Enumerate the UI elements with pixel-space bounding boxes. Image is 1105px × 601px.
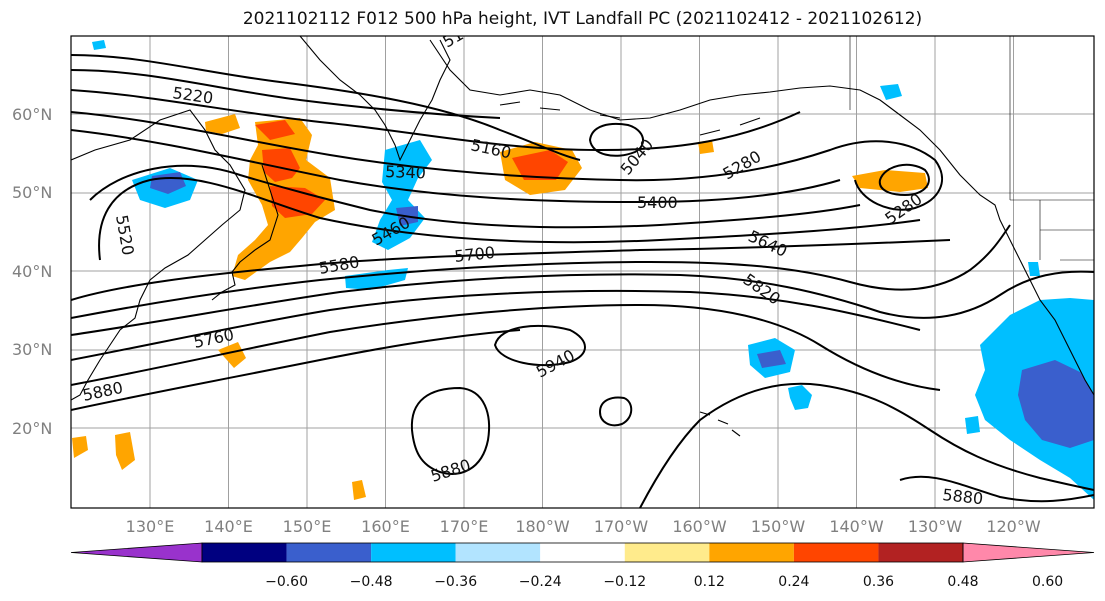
positive-ivt-region-small-3: [698, 140, 714, 154]
contour-5220: [71, 69, 501, 119]
graticule: [71, 36, 1094, 508]
longitude-label: 150°E: [283, 517, 332, 536]
latitude-axis: 60°N 50°N 40°N 30°N 20°N: [12, 105, 52, 438]
colorbar-extend-low: [70, 542, 203, 563]
height-contours: [71, 54, 1094, 508]
contour-label: 5880: [942, 485, 984, 508]
canada-borders: [849, 36, 1094, 261]
negative-ivt-region-small-nw: [92, 40, 106, 50]
positive-ivt-region-philippines: [115, 432, 135, 470]
colorbar-segment: [878, 543, 963, 562]
colorbar: −0.60 −0.48 −0.36 −0.24 −0.12 0.12 0.24 0.36 0.4…: [70, 542, 1095, 590]
latitude-label: 20°N: [12, 419, 52, 438]
contour-5520: [98, 177, 921, 261]
north-america-coastline: [1019, 259, 1094, 396]
colorbar-tick-label: 0.12: [694, 574, 725, 590]
latitude-label: 60°N: [12, 105, 52, 124]
contour-5340: [71, 111, 944, 211]
positive-ivt-region-small-2: [352, 480, 366, 500]
latitude-label: 30°N: [12, 340, 52, 359]
contour-5460: [89, 164, 861, 229]
contour-5760: [71, 289, 921, 361]
negative-ivt-region-hawaii-east: [788, 385, 812, 410]
colorbar-tick-label: 0.60: [1032, 574, 1063, 590]
asia-coastline: [71, 109, 246, 401]
contour-5880-far-east: [899, 475, 1094, 503]
longitude-label: 150°W: [751, 517, 806, 536]
colorbar-tick-label: 0.36: [863, 574, 894, 590]
positive-ivt-region-gulf-alaska: [852, 170, 928, 192]
longitude-label: 130°W: [908, 517, 963, 536]
contour-5400: [71, 129, 841, 204]
contour-5880-small: [598, 396, 633, 427]
longitude-label: 140°W: [829, 517, 884, 536]
contour-5880-west: [71, 329, 521, 411]
contour-5940: [493, 324, 586, 367]
contour-5040: [588, 122, 644, 157]
strong-ivt-region-japan: [262, 148, 300, 182]
longitude-label: 130°E: [126, 517, 175, 536]
ivt-shading: [72, 40, 1094, 500]
colorbar-tick-label: 0.48: [947, 574, 978, 590]
colorbar-segment: [793, 543, 879, 562]
negative-ivt-region-alaska-panhandle: [880, 84, 902, 100]
longitude-axis: 130°E 140°E 150°E 160°E 170°E 180°W 170°W 160°W…: [126, 517, 1041, 536]
longitude-label: 180°W: [515, 517, 570, 536]
contour-5640: [71, 224, 1011, 319]
strong-negative-ivt-region-california: [1018, 360, 1094, 448]
kamchatka-coastline: [299, 36, 451, 162]
colorbar-segment: [202, 543, 287, 562]
colorbar-tick-label: 0.24: [778, 574, 809, 590]
contour-5820: [71, 303, 941, 391]
map-frame: [70, 35, 1095, 509]
contour-label: 5400: [637, 193, 678, 212]
longitude-label: 160°W: [672, 517, 727, 536]
strong-negative-ivt-region-hawaii-north: [757, 350, 786, 368]
colorbar-segment: [455, 543, 541, 562]
colorbar-tick-label: −0.36: [434, 574, 477, 590]
longitude-label: 140°E: [204, 517, 253, 536]
colorbar-segment: [624, 543, 710, 562]
contour-5280-low: [878, 163, 930, 197]
colorbar-tick-label: −0.48: [350, 574, 393, 590]
negative-ivt-region-small-sw: [965, 416, 980, 434]
contour-5160: [71, 54, 581, 161]
alaska-coastline: [429, 39, 1021, 261]
longitude-label: 120°W: [986, 517, 1041, 536]
colorbar-segment: [540, 543, 625, 562]
latitude-label: 50°N: [12, 183, 52, 202]
longitude-label: 170°E: [440, 517, 489, 536]
longitude-label: 160°E: [361, 517, 410, 536]
contour-label: 5340: [385, 162, 426, 182]
colorbar-extend-high: [962, 542, 1095, 563]
colorbar-segment: [286, 543, 372, 562]
map-title: 2021102112 F012 500 hPa height, IVT Land…: [242, 9, 923, 29]
colorbar-segment: [371, 543, 456, 562]
negative-ivt-region-small-baja: [1028, 262, 1040, 276]
colorbar-outline: [201, 542, 964, 563]
contour-5700: [71, 270, 1094, 336]
strong-ivt-region-japan-3: [255, 120, 295, 140]
contour-5280: [71, 89, 801, 152]
positive-ivt-region-small-1: [72, 436, 88, 458]
contour-5580: [71, 239, 951, 301]
aleutian-islands: [499, 101, 761, 136]
colorbar-tick-label: −0.24: [519, 574, 562, 590]
colorbar-segment: [709, 543, 794, 562]
strong-ivt-region-aleutian: [512, 150, 568, 180]
colorbar-tick-label: −0.12: [603, 574, 646, 590]
positive-ivt-region-okhotsk: [205, 114, 240, 134]
latitude-label: 40°N: [12, 262, 52, 281]
contour-label: 5700: [453, 243, 495, 266]
contour-5880-island: [410, 386, 490, 475]
colorbar-tick-label: −0.60: [265, 574, 308, 590]
longitude-label: 170°W: [594, 517, 649, 536]
positive-ivt-region-south-japan: [218, 342, 246, 368]
contour-5880-east: [639, 382, 1094, 508]
